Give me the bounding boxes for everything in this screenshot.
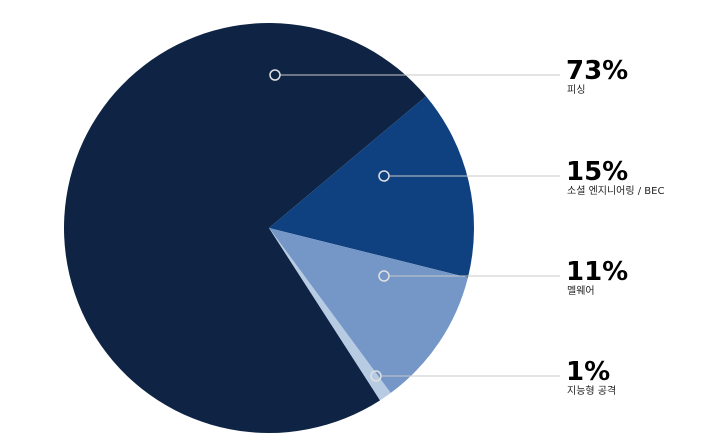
category-label: 소셜 엔지니어링 / BEC [567,185,664,197]
callout-dot [269,69,281,81]
value-label: 1% [566,357,610,387]
callout-dot [378,270,390,282]
pie-slice [269,228,391,401]
value-label: 15% [566,157,628,187]
category-label: 피싱 [567,84,585,96]
callout-dot [378,170,390,182]
pie-slice [269,96,474,278]
pie-slice [269,228,468,394]
category-label: 지능형 공격 [567,384,616,397]
callout-dot [370,370,382,382]
value-label: 73% [566,56,628,86]
pie-slice [64,22,427,434]
category-label: 멜웨어 [567,285,595,297]
value-label: 11% [566,257,628,287]
